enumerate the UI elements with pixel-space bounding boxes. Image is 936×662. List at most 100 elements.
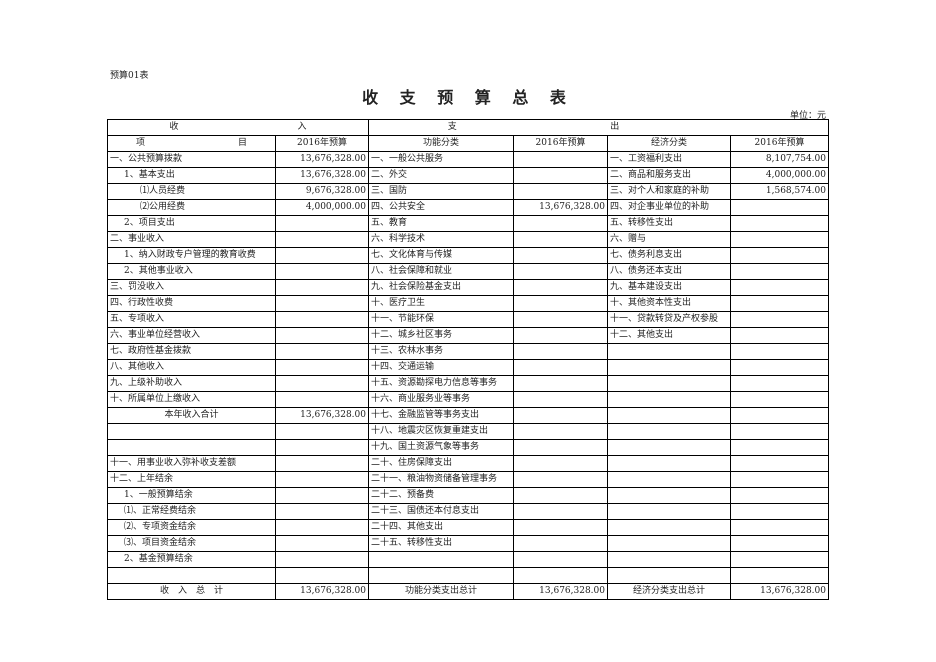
econ-amount-cell: [730, 343, 829, 360]
econ-amount-cell: [730, 295, 829, 312]
income-item-cell: 十、所属单位上缴收入: [107, 391, 276, 408]
econ-total-label: 经济分类支出总计: [607, 583, 731, 600]
econ-amount-cell: [730, 311, 829, 328]
func-amount-cell: [513, 439, 608, 456]
econ-amount-cell: [730, 455, 829, 472]
page-title: 收 支 预 算 总 表: [362, 88, 574, 107]
income-item-cell: 九、上级补助收入: [107, 375, 276, 392]
func-item-cell: 六、科学技术: [368, 231, 514, 248]
income-total-label: 收 入 总 计: [107, 583, 276, 600]
table-row: 2、基金预算结余: [107, 551, 829, 568]
income-item-cell: ⑶、项目资金结余: [107, 535, 276, 552]
income-item-cell: ⑴、正常经费结余: [107, 503, 276, 520]
econ-item-cell: 六、赠与: [607, 231, 731, 248]
econ-item-cell: [607, 439, 731, 456]
econ-item-cell: [607, 535, 731, 552]
func-item-cell: 二十、住房保障支出: [368, 455, 514, 472]
func-amount-cell: [513, 183, 608, 200]
table-row: [107, 567, 829, 584]
func-item-cell: 十五、资源勘探电力信息等事务: [368, 375, 514, 392]
econ-item-cell: 二、商品和服务支出: [607, 167, 731, 184]
income-item-cell: ⑴人员经费: [107, 183, 276, 200]
income-item-cell: 二、事业收入: [107, 231, 276, 248]
income-amount-cell: [275, 519, 369, 536]
income-item-cell: 2、项目支出: [107, 215, 276, 232]
func-item-cell: 一、一般公共服务: [368, 151, 514, 168]
table-row: 本年收入合计 13,676,328.00 十七、金融监管等事务支出: [107, 407, 829, 424]
func-item-cell: 二、外交: [368, 167, 514, 184]
func-amount-cell: [513, 279, 608, 296]
econ-item-cell: [607, 471, 731, 488]
econ-item-cell: [607, 455, 731, 472]
table-row: 八、其他收入 十四、交通运输: [107, 359, 829, 376]
func-amount-cell: [513, 503, 608, 520]
income-item-cell: 三、罚没收入: [107, 279, 276, 296]
func-amount-cell: [513, 535, 608, 552]
func-item-cell: 十九、国土资源气象等事务: [368, 439, 514, 456]
income-item-cell: ⑵、专项资金结余: [107, 519, 276, 536]
econ-amount-cell: [730, 567, 829, 584]
expense-header-right: 出: [610, 122, 620, 132]
income-amount-cell: [275, 567, 369, 584]
econ-amount-cell: [730, 391, 829, 408]
func-item-cell: 二十一、粮油物资储备管理事务: [368, 471, 514, 488]
income-item-cell: [107, 439, 276, 456]
income-item-cell: 十二、上年结余: [107, 471, 276, 488]
econ-item-cell: [607, 567, 731, 584]
func-item-cell: 十六、商业服务业等事务: [368, 391, 514, 408]
func-item-cell: 二十三、国债还本付息支出: [368, 503, 514, 520]
econ-amount-cell: [730, 519, 829, 536]
table-row: 2、项目支出 五、教育 五、转移性支出: [107, 215, 829, 232]
table-row: 三、罚没收入 九、社会保险基金支出 九、基本建设支出: [107, 279, 829, 296]
income-amount-cell: [275, 231, 369, 248]
econ-item-cell: 十、其他资本性支出: [607, 295, 731, 312]
econ-item-cell: [607, 391, 731, 408]
econ-amount-cell: 1,568,574.00: [730, 183, 829, 200]
table-row: 1、一般预算结余 二十二、预备费: [107, 487, 829, 504]
func-item-cell: 二十四、其他支出: [368, 519, 514, 536]
econ-amount-cell: [730, 439, 829, 456]
func-amount-cell: [513, 343, 608, 360]
table-row: 1、纳入财政专户管理的教育收费 七、文化体育与传媒 七、债务利息支出: [107, 247, 829, 264]
table-row: 七、政府性基金拨款 十三、农林水事务: [107, 343, 829, 360]
func-item-cell: 四、公共安全: [368, 199, 514, 216]
func-amount-cell: [513, 455, 608, 472]
func-item-cell: 十七、金融监管等事务支出: [368, 407, 514, 424]
table-row: 五、专项收入 十一、节能环保 十一、贷款转贷及产权参股: [107, 311, 829, 328]
econ-amount-cell: [730, 279, 829, 296]
func-amount-cell: [513, 519, 608, 536]
income-item-cell: 八、其他收入: [107, 359, 276, 376]
econ-amount-cell: [730, 407, 829, 424]
econ-item-cell: [607, 423, 731, 440]
income-header-right: 入: [297, 122, 307, 132]
income-amount-cell: 9,676,328.00: [275, 183, 369, 200]
econ-item-cell: 四、对企事业单位的补助: [607, 199, 731, 216]
econ-amount-cell: [730, 263, 829, 280]
table-row: 六、事业单位经营收入 十二、城乡社区事务 十二、其他支出: [107, 327, 829, 344]
econ-item-cell: [607, 375, 731, 392]
func-amount-cell: [513, 471, 608, 488]
econ-item-cell: [607, 551, 731, 568]
income-item-cell: [107, 567, 276, 584]
income-amount-cell: [275, 391, 369, 408]
func-budget-header: 2016年预算: [513, 135, 608, 152]
table-row: ⑴人员经费 9,676,328.00 三、国防 三、对个人和家庭的补助 1,568,57…: [107, 183, 829, 200]
item-header-right: 目: [237, 138, 247, 148]
func-total-value: 13,676,328.00: [513, 583, 608, 600]
income-amount-cell: [275, 311, 369, 328]
table-row: 四、行政性收费 十、医疗卫生 十、其他资本性支出: [107, 295, 829, 312]
econ-item-cell: 一、工资福利支出: [607, 151, 731, 168]
func-amount-cell: [513, 567, 608, 584]
econ-amount-cell: [730, 551, 829, 568]
func-amount-cell: [513, 407, 608, 424]
income-amount-cell: [275, 503, 369, 520]
income-header: 收入: [107, 119, 369, 136]
income-amount-cell: [275, 279, 369, 296]
income-amount-cell: 13,676,328.00: [275, 407, 369, 424]
table-row: ⑴、正常经费结余 二十三、国债还本付息支出: [107, 503, 829, 520]
econ-amount-cell: [730, 423, 829, 440]
econ-item-cell: 十二、其他支出: [607, 327, 731, 344]
income-amount-cell: [275, 375, 369, 392]
income-item-cell: 四、行政性收费: [107, 295, 276, 312]
income-item-cell: 1、纳入财政专户管理的教育收费: [107, 247, 276, 264]
